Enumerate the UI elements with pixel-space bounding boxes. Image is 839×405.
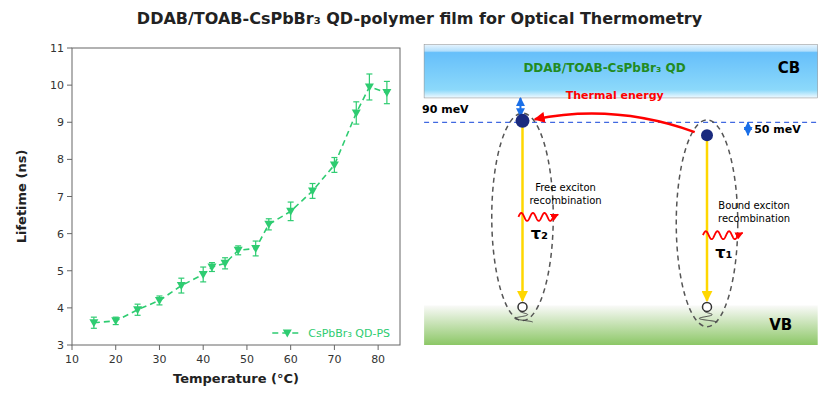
data-point bbox=[382, 89, 391, 97]
x-tick bbox=[115, 345, 116, 350]
y-tick bbox=[67, 48, 72, 49]
y-tick bbox=[67, 196, 72, 197]
data-point bbox=[199, 271, 208, 279]
plot-frame bbox=[72, 48, 400, 345]
exciton-outline bbox=[492, 113, 554, 320]
data-point bbox=[330, 161, 339, 169]
electron bbox=[701, 129, 713, 141]
data-point bbox=[365, 83, 374, 91]
legend-label: CsPbBr₃ QD-PS bbox=[308, 327, 390, 340]
annotation: Bound excitonrecombination bbox=[718, 200, 790, 224]
emission-wave bbox=[518, 213, 553, 221]
data-point bbox=[207, 264, 216, 272]
x-tick bbox=[378, 345, 379, 350]
emission-arrow bbox=[738, 233, 743, 235]
electron bbox=[516, 114, 530, 128]
x-tick-label: 40 bbox=[196, 353, 210, 366]
y-tick-label: 3 bbox=[57, 339, 64, 352]
annotation: τ₁ bbox=[715, 243, 732, 262]
y-tick-label: 11 bbox=[50, 42, 64, 55]
title: DDAB/TOAB-CsPbBr₃ QD-polymer film for Op… bbox=[137, 9, 703, 28]
thermal-arrow bbox=[535, 114, 695, 133]
emission-wave bbox=[703, 231, 738, 239]
data-point bbox=[308, 187, 317, 195]
x-tick bbox=[203, 345, 204, 350]
x-tick-label: 80 bbox=[371, 353, 385, 366]
y-tick-label: 9 bbox=[57, 116, 64, 129]
y-tick-label: 10 bbox=[50, 79, 64, 92]
annotation: τ₂ bbox=[531, 224, 548, 243]
x-tick-label: 10 bbox=[65, 353, 79, 366]
x-tick-label: 20 bbox=[109, 353, 123, 366]
annotation: 90 meV bbox=[422, 103, 469, 116]
hole bbox=[518, 302, 527, 311]
data-point bbox=[251, 245, 260, 253]
y-tick bbox=[67, 159, 72, 160]
y-axis-label: Lifetime (ns) bbox=[14, 150, 29, 244]
y-tick-label: 7 bbox=[57, 191, 64, 204]
x-axis-label: Temperature (°C) bbox=[173, 371, 299, 386]
series-line bbox=[94, 87, 387, 323]
annotation: VB bbox=[769, 316, 792, 334]
y-tick-label: 4 bbox=[57, 302, 64, 315]
legend: CsPbBr₃ QD-PS bbox=[272, 327, 390, 340]
x-tick-label: 50 bbox=[240, 353, 254, 366]
y-tick-label: 6 bbox=[57, 228, 64, 241]
data-point bbox=[133, 306, 142, 314]
y-tick bbox=[67, 345, 72, 346]
data-point bbox=[264, 221, 273, 229]
y-tick bbox=[67, 122, 72, 123]
y-tick bbox=[67, 233, 72, 234]
plot-area bbox=[89, 74, 391, 328]
data-point bbox=[155, 297, 164, 305]
annotation: Free excitonrecombination bbox=[529, 182, 601, 206]
data-point bbox=[177, 282, 186, 290]
y-tick bbox=[67, 270, 72, 271]
annotation: Thermal energy bbox=[566, 89, 664, 102]
x-tick bbox=[334, 345, 335, 350]
y-tick bbox=[67, 307, 72, 308]
recombination-arrow bbox=[706, 140, 709, 301]
y-tick-label: 5 bbox=[57, 265, 64, 278]
annotation: DDAB/TOAB-CsPbBr₃ QD bbox=[523, 61, 685, 75]
x-tick-label: 70 bbox=[327, 353, 341, 366]
axes: 10 20 30 40 50 60 70 80 3 4 5 6 7 8 9 10 11 bbox=[50, 42, 400, 366]
data-point bbox=[221, 260, 230, 268]
valence-band bbox=[424, 305, 818, 345]
data-point bbox=[111, 317, 120, 325]
y-tick bbox=[67, 85, 72, 86]
data-point bbox=[234, 247, 243, 255]
x-tick-label: 30 bbox=[152, 353, 166, 366]
x-tick bbox=[246, 345, 247, 350]
legend-marker bbox=[283, 330, 292, 338]
y-tick-label: 8 bbox=[57, 153, 64, 166]
energy-arrow bbox=[747, 122, 749, 135]
data-point bbox=[286, 208, 295, 216]
energy-diagram: DDAB/TOAB-CsPbBr₃ QD CB VB 90 meV 50 meV Ther… bbox=[422, 45, 818, 345]
x-tick bbox=[72, 345, 73, 350]
annotation: 50 meV bbox=[754, 123, 801, 136]
x-tick-label: 60 bbox=[284, 353, 298, 366]
figure: DDAB/TOAB-CsPbBr₃ QD-polymer film for Op… bbox=[0, 0, 839, 405]
hole bbox=[703, 302, 712, 311]
x-tick bbox=[159, 345, 160, 350]
data-point bbox=[352, 109, 361, 117]
annotation: CB bbox=[778, 59, 800, 77]
emission-arrow bbox=[553, 214, 558, 216]
x-tick bbox=[290, 345, 291, 350]
energy-arrow bbox=[519, 98, 521, 116]
data-point bbox=[89, 319, 98, 327]
